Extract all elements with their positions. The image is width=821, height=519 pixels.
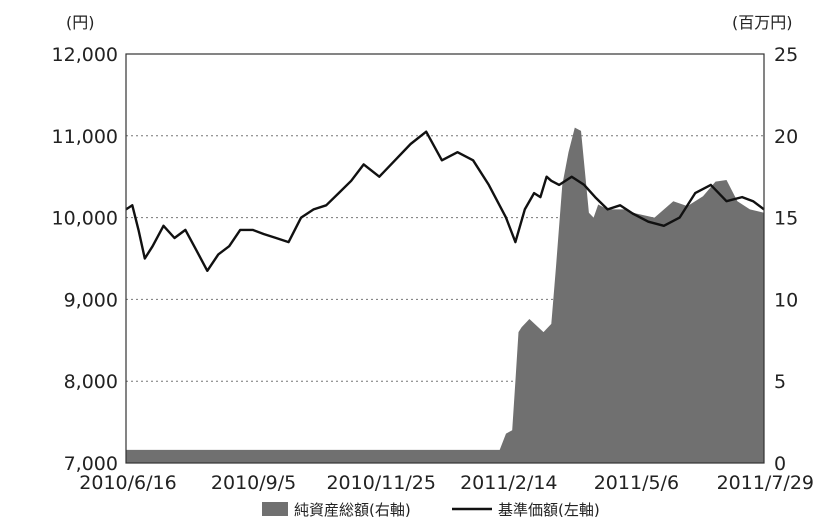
x-tick-label: 2010/11/25 <box>326 472 436 494</box>
right-tick-label: 20 <box>774 126 798 148</box>
left-tick-label: 8,000 <box>64 371 118 393</box>
left-tick-label: 10,000 <box>52 208 118 230</box>
left-tick-label: 11,000 <box>52 126 118 148</box>
x-tick-label: 2011/7/29 <box>717 472 814 494</box>
net-assets-area <box>126 127 764 463</box>
left-tick-label: 9,000 <box>64 289 118 311</box>
right-axis-ticks: 25 20 15 10 5 0 <box>774 44 798 475</box>
left-axis-unit: (円) <box>66 13 95 32</box>
left-tick-label: 7,000 <box>64 453 118 475</box>
x-tick-label: 2011/2/14 <box>460 472 557 494</box>
left-tick-label: 12,000 <box>52 44 118 66</box>
plot-frame <box>125 53 765 464</box>
x-tick-label: 2010/6/16 <box>79 472 176 494</box>
right-tick-label: 0 <box>774 453 786 475</box>
x-tick-label: 2010/9/5 <box>211 472 296 494</box>
right-tick-label: 5 <box>774 371 786 393</box>
right-tick-label: 25 <box>774 44 798 66</box>
right-axis-unit: (百万円) <box>732 13 793 32</box>
right-tick-label: 15 <box>774 208 798 230</box>
nav-line <box>125 130 765 272</box>
legend-line-label: 基準価額(左軸) <box>498 501 600 519</box>
legend-area-label: 純資産総額(右軸) <box>294 501 411 519</box>
legend: 純資産総額(右軸) 基準価額(左軸) <box>262 501 600 519</box>
left-axis-ticks: 12,000 11,000 10,000 9,000 8,000 7,000 <box>52 44 118 475</box>
right-tick-label: 10 <box>774 289 798 311</box>
x-axis-ticks: 2010/6/16 2010/9/5 2010/11/25 2011/2/14 2011… <box>79 472 814 494</box>
legend-area-swatch <box>262 502 288 516</box>
x-tick-label: 2011/5/6 <box>594 472 679 494</box>
